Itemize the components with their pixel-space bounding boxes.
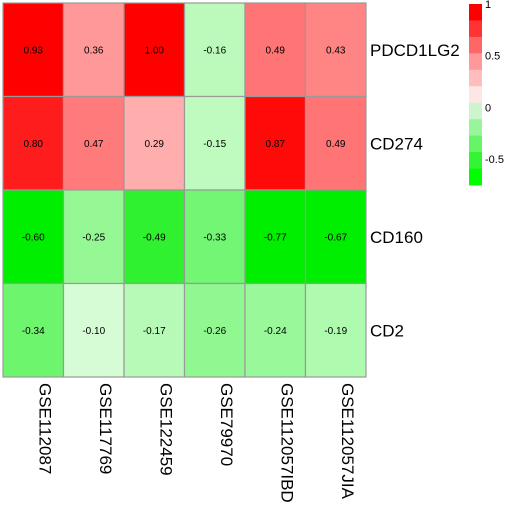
heatmap-cell — [123, 2, 186, 98]
heatmap-cells — [2, 2, 367, 378]
column-label: GSE79970 — [217, 383, 236, 466]
cell-value-label: 0.80 — [24, 139, 44, 150]
cell-value-label: -0.60 — [22, 232, 45, 243]
cell-value-label: 0.36 — [84, 45, 104, 56]
cell-value-label: 0.43 — [326, 45, 346, 56]
cell-value-label: -0.10 — [82, 326, 105, 337]
heatmap-cell — [62, 282, 125, 378]
heatmap-cell — [244, 189, 307, 285]
legend-tick-label: 0.5 — [485, 51, 500, 63]
row-label: PDCD1LG2 — [370, 41, 460, 60]
legend-color-step — [469, 119, 482, 137]
legend-color-step — [469, 69, 482, 87]
heatmap-cell — [2, 2, 65, 98]
heatmap-cell — [62, 95, 125, 191]
cell-value-label: 0.93 — [24, 45, 44, 56]
cell-value-label: -0.49 — [143, 232, 166, 243]
heatmap-cell — [183, 282, 246, 378]
legend-color-step — [469, 36, 482, 54]
heatmap-cell — [62, 189, 125, 285]
cell-value-label: 0.49 — [326, 139, 346, 150]
legend-color-step — [469, 168, 482, 186]
heatmap-cell — [183, 95, 246, 191]
cell-value-label: -0.34 — [22, 326, 45, 337]
heatmap-cell — [304, 282, 367, 378]
row-label: CD274 — [370, 134, 423, 153]
cell-value-label: -0.33 — [203, 232, 226, 243]
cell-value-label: -0.24 — [264, 326, 287, 337]
row-labels: PDCD1LG2 CD274 CD160 CD2 — [370, 41, 460, 341]
cell-value-label: -0.19 — [324, 326, 347, 337]
legend-color-step — [469, 86, 482, 104]
color-legend: 1 0.5 0 -0.5 — [469, 0, 504, 186]
heatmap-cell — [304, 2, 367, 98]
cell-value-label: -0.16 — [203, 45, 226, 56]
legend-color-step — [469, 152, 482, 170]
cell-value-label: 0.47 — [84, 139, 104, 150]
column-label: GSE112057IBD — [277, 383, 296, 503]
row-label: CD2 — [370, 321, 404, 340]
column-label: GSE112057JIA — [338, 383, 357, 500]
cell-value-label: -0.67 — [324, 232, 347, 243]
cell-value-label: -0.26 — [203, 326, 226, 337]
legend-color-step — [469, 20, 482, 38]
heatmap-cell — [304, 95, 367, 191]
cell-value-label: -0.17 — [143, 326, 166, 337]
cell-value-label: 1.00 — [145, 45, 165, 56]
legend-tick-label: 0 — [485, 102, 491, 114]
heatmap-cell — [183, 189, 246, 285]
heatmap-cell-labels: 0.93 0.36 1.00 -0.16 0.49 0.43 0.80 0.47 0.29 -0.… — [22, 45, 348, 337]
cell-value-label: 0.87 — [266, 139, 286, 150]
legend-tick-label: 1 — [485, 0, 491, 11]
cell-value-label: 0.29 — [145, 139, 165, 150]
legend-color-step — [469, 53, 482, 71]
legend-color-step — [469, 4, 482, 21]
heatmap-cell — [2, 282, 65, 378]
column-labels: GSE112087 GSE117769 GSE122459 GSE79970 GSE11… — [35, 383, 357, 503]
legend-color-step — [469, 102, 482, 120]
column-label: GSE112087 — [35, 383, 54, 474]
column-label: GSE117769 — [96, 383, 115, 474]
cell-value-label: -0.15 — [203, 139, 226, 150]
heatmap-cell — [123, 282, 186, 378]
heatmap-cell — [62, 2, 125, 98]
cell-value-label: 0.49 — [266, 45, 286, 56]
heatmap-cell — [244, 282, 307, 378]
legend-color-step — [469, 135, 482, 153]
legend-tick-label: -0.5 — [485, 154, 504, 166]
row-label: CD160 — [370, 228, 423, 247]
cell-value-label: -0.77 — [264, 232, 287, 243]
heatmap-cell — [304, 189, 367, 285]
column-label: GSE122459 — [156, 383, 175, 476]
cell-value-label: -0.25 — [82, 232, 105, 243]
